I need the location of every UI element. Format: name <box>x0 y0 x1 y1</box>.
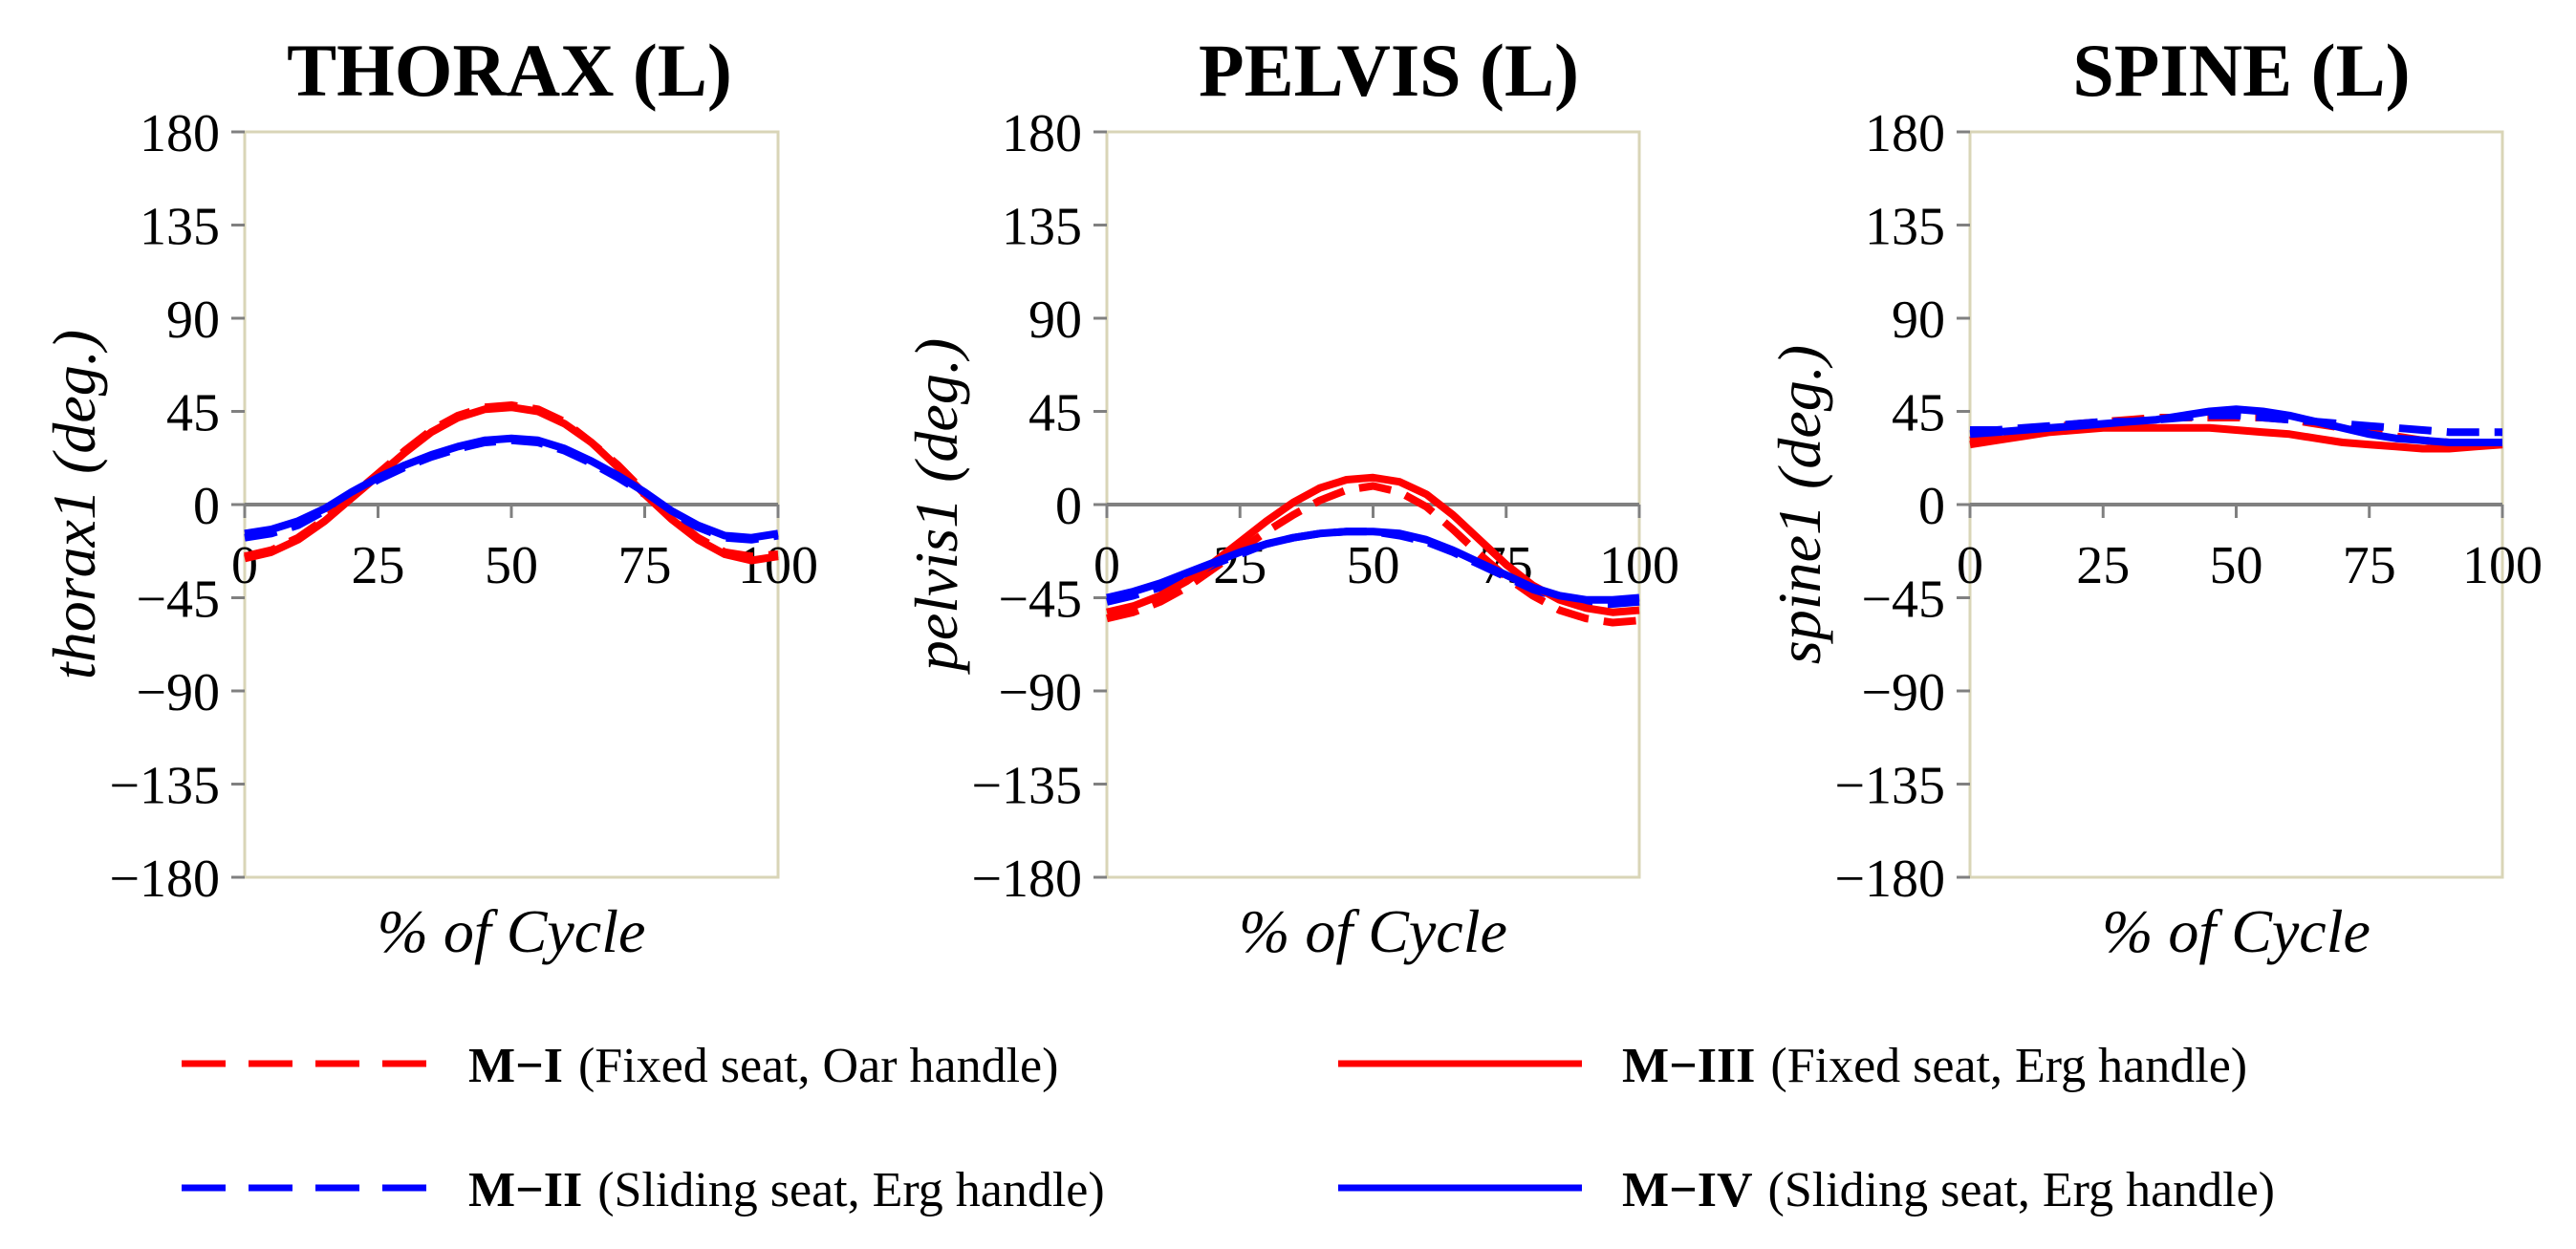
x-tick-label: 75 <box>618 536 672 595</box>
y-tick-label: 90 <box>166 291 220 350</box>
y-tick-label: −90 <box>998 663 1082 722</box>
y-tick-label: −90 <box>1861 663 1945 722</box>
x-tick-label: 25 <box>2076 536 2130 595</box>
y-tick-label: 180 <box>1865 104 1945 163</box>
panel-title: SPINE (L) <box>2072 29 2410 112</box>
x-tick-label: 0 <box>231 536 258 595</box>
series-line-m2 <box>1970 411 2502 437</box>
panel-title: PELVIS (L) <box>1199 29 1579 112</box>
y-tick-label: −135 <box>1834 757 1945 816</box>
x-tick-label: 100 <box>738 536 818 595</box>
x-tick-label: 25 <box>352 536 405 595</box>
series-line-m3 <box>1969 423 2503 453</box>
x-tick-label: 0 <box>1957 536 1983 595</box>
series-line-m1 <box>1106 482 1640 627</box>
x-tick-label: 50 <box>1347 536 1400 595</box>
legend-item-m3: M−III (Fixed seat, Erg handle) <box>1338 1039 2247 1093</box>
svg-text:M−II (Sliding seat, Er: M−II (Sliding seat, Erg handle) <box>468 1163 1105 1217</box>
svg-text:M−I (Fixed seat, Oar h: M−I (Fixed seat, Oar handle) <box>468 1039 1058 1093</box>
y-tick-label: −90 <box>136 663 220 722</box>
y-tick-label: 45 <box>1892 384 1945 443</box>
legend-desc: (Sliding seat, Erg handle) <box>1768 1163 2276 1217</box>
y-tick-label: 135 <box>140 198 220 257</box>
y-tick-label: −180 <box>1834 850 1945 909</box>
x-axis-label: % of Cycle <box>2102 897 2370 965</box>
legend-desc: (Sliding seat, Erg handle) <box>597 1163 1105 1217</box>
svg-text:M−III (Fixed seat, Erg: M−III (Fixed seat, Erg handle) <box>1622 1039 2247 1093</box>
legend-desc: (Fixed seat, Oar handle) <box>578 1039 1058 1093</box>
y-tick-label: −45 <box>136 571 220 630</box>
legend-item-m1: M−I (Fixed seat, Oar handle) <box>182 1039 1058 1093</box>
y-tick-label: −180 <box>109 850 220 909</box>
x-tick-label: 50 <box>485 536 538 595</box>
legend-item-m4: M−IV (Sliding seat, Erg handle) <box>1338 1163 2275 1217</box>
y-tick-label: 90 <box>1892 291 1945 350</box>
legend-code: M−I <box>468 1039 563 1093</box>
y-tick-label: −45 <box>1861 571 1945 630</box>
legend-item-m2: M−II (Sliding seat, Erg handle) <box>182 1163 1105 1217</box>
series-line-m4 <box>1969 405 2502 446</box>
y-tick-label: 0 <box>1055 477 1082 536</box>
y-tick-label: 45 <box>1028 384 1082 443</box>
svg-text:M−IV (Sliding seat, Er: M−IV (Sliding seat, Erg handle) <box>1622 1163 2275 1217</box>
x-tick-label: 75 <box>2343 536 2396 595</box>
y-tick-label: 180 <box>140 104 220 163</box>
y-tick-label: 45 <box>166 384 220 443</box>
legend-code: M−II <box>468 1163 582 1217</box>
y-tick-label: 0 <box>193 477 220 536</box>
y-tick-label: 135 <box>1002 198 1082 257</box>
y-tick-label: −180 <box>971 850 1082 909</box>
y-tick-label: −45 <box>998 571 1082 630</box>
series-line-m4 <box>1106 528 1640 604</box>
y-axis-label: pelvis1 (deg.) <box>902 338 970 675</box>
y-axis-label: spine1 (deg.) <box>1765 345 1833 664</box>
y-tick-label: −135 <box>971 757 1082 816</box>
series-line-m4 <box>244 434 779 542</box>
legend-code: M−III <box>1622 1039 1755 1093</box>
y-tick-label: 135 <box>1865 198 1945 257</box>
legend: M−I (Fixed seat, Oar handle) M−III (Fixe… <box>182 1039 2275 1217</box>
panel-title: THORAX (L) <box>287 29 732 112</box>
x-tick-label: 50 <box>2210 536 2263 595</box>
y-axis-label: thorax1 (deg.) <box>40 330 108 679</box>
y-tick-label: 180 <box>1002 104 1082 163</box>
x-tick-label: 100 <box>1599 536 1679 595</box>
y-tick-label: 0 <box>1918 477 1945 536</box>
y-tick-label: 90 <box>1028 291 1082 350</box>
legend-desc: (Fixed seat, Erg handle) <box>1770 1039 2247 1093</box>
y-tick-label: −135 <box>109 757 220 816</box>
x-axis-label: % of Cycle <box>1239 897 1507 965</box>
legend-code: M−IV <box>1622 1163 1753 1217</box>
series-line-m3 <box>244 403 779 565</box>
series-line-m1 <box>244 401 779 561</box>
x-tick-label: 100 <box>2462 536 2543 595</box>
x-axis-label: % of Cycle <box>378 897 646 965</box>
x-tick-label: 0 <box>1093 536 1120 595</box>
